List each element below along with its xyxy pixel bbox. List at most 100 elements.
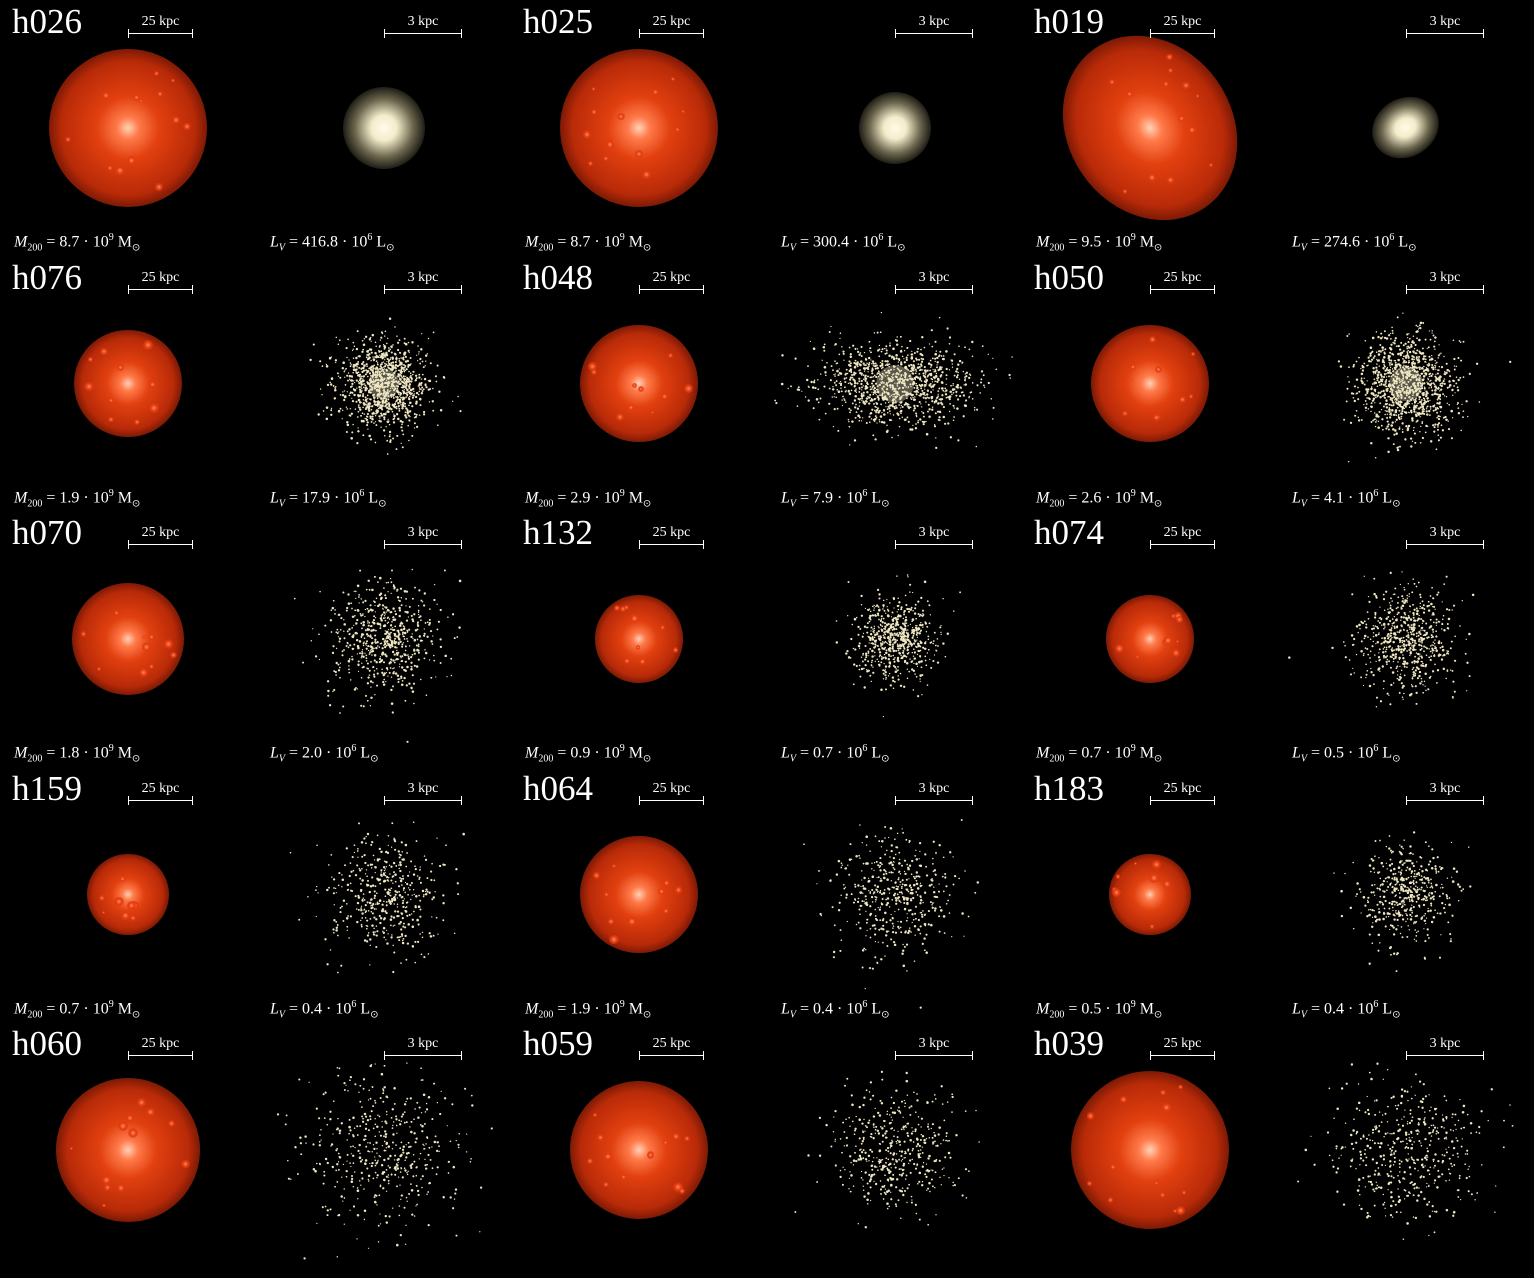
star-particle bbox=[926, 368, 929, 372]
star-particle bbox=[439, 645, 443, 649]
star-particle bbox=[875, 605, 877, 608]
star-particle bbox=[890, 418, 893, 421]
star-particle bbox=[398, 377, 401, 380]
star-particle bbox=[892, 395, 894, 397]
star-particle bbox=[1419, 381, 1421, 383]
star-particle bbox=[892, 649, 896, 653]
star-particle bbox=[905, 630, 907, 632]
star-particle bbox=[1434, 335, 1437, 339]
star-particle bbox=[900, 657, 903, 660]
star-particle bbox=[923, 375, 927, 378]
dark-matter-halo-image bbox=[595, 595, 683, 683]
star-particle bbox=[327, 689, 330, 693]
star-particle bbox=[910, 397, 912, 400]
star-particle bbox=[1395, 418, 1398, 421]
star-particle bbox=[370, 650, 374, 653]
star-particle bbox=[922, 357, 925, 360]
star-particle bbox=[919, 384, 921, 386]
star-particle bbox=[348, 413, 351, 416]
star-particle bbox=[1396, 401, 1400, 405]
star-particle bbox=[869, 411, 873, 414]
star-particle bbox=[1421, 622, 1424, 624]
star-particle bbox=[941, 370, 944, 374]
star-particle bbox=[410, 377, 413, 380]
star-particle bbox=[1375, 394, 1377, 397]
star-particle bbox=[1387, 428, 1390, 430]
dm-scale-bar: 25 kpc bbox=[128, 525, 193, 549]
star-particle bbox=[398, 614, 401, 618]
star-particle bbox=[877, 369, 880, 372]
scale-bar-line bbox=[895, 284, 973, 294]
subhalo-clump bbox=[1176, 616, 1183, 623]
star-particle bbox=[1443, 377, 1446, 380]
scale-bar-line bbox=[384, 540, 462, 549]
star-particle bbox=[1415, 324, 1418, 326]
star-particle bbox=[871, 636, 874, 638]
star-particle bbox=[369, 604, 372, 607]
star-particle bbox=[365, 644, 367, 646]
star-particle bbox=[322, 409, 325, 412]
star-particle bbox=[365, 647, 368, 650]
star-particle bbox=[417, 393, 420, 395]
star-particle bbox=[958, 359, 962, 362]
star-particle bbox=[882, 715, 884, 718]
star-particle bbox=[384, 395, 386, 397]
star-particle bbox=[1432, 631, 1435, 633]
star-particle bbox=[982, 373, 985, 376]
star-particle bbox=[919, 678, 921, 680]
star-particle bbox=[887, 381, 890, 383]
star-particle bbox=[898, 652, 902, 655]
subhalo-clump bbox=[171, 78, 176, 83]
subhalo-clump bbox=[582, 130, 592, 140]
star-particle bbox=[919, 613, 922, 616]
star-particle bbox=[869, 346, 872, 349]
star-particle bbox=[833, 395, 835, 397]
star-particle bbox=[938, 410, 942, 413]
star-particle bbox=[335, 661, 338, 665]
luminosity-value: 4.1 bbox=[1324, 488, 1345, 506]
star-particle bbox=[459, 409, 462, 412]
star-particle bbox=[1391, 420, 1394, 424]
star-particle bbox=[1413, 608, 1416, 611]
star-particle bbox=[887, 653, 891, 656]
star-particle bbox=[1406, 345, 1408, 348]
star-particle bbox=[379, 355, 383, 358]
star-particle bbox=[367, 649, 370, 652]
star-particle bbox=[409, 395, 411, 397]
star-particle bbox=[1385, 375, 1388, 378]
star-particle bbox=[392, 378, 395, 381]
star-particle bbox=[941, 393, 944, 396]
subhalo-clump bbox=[1172, 648, 1181, 657]
star-particle bbox=[932, 659, 935, 663]
star-particle bbox=[919, 417, 922, 421]
star-particle bbox=[1366, 396, 1368, 399]
star-particle bbox=[930, 395, 934, 398]
star-particle bbox=[413, 613, 416, 616]
star-particle bbox=[401, 406, 404, 410]
star-particle bbox=[861, 397, 864, 400]
star-particle bbox=[400, 386, 403, 388]
star-particle bbox=[402, 627, 406, 631]
star-particle bbox=[343, 637, 346, 640]
star-particle bbox=[391, 641, 394, 645]
star-particle bbox=[338, 640, 341, 643]
star-particle bbox=[874, 643, 877, 646]
star-particle bbox=[1388, 694, 1390, 696]
star-particle bbox=[898, 644, 901, 647]
star-particle bbox=[330, 407, 333, 409]
star-particle bbox=[809, 340, 811, 342]
star-particle bbox=[411, 633, 413, 635]
star-particle bbox=[331, 376, 333, 379]
star-particle bbox=[401, 366, 405, 369]
star-particle bbox=[894, 381, 896, 384]
star-particle bbox=[367, 635, 369, 638]
star-particle bbox=[937, 393, 939, 395]
star-particle bbox=[1386, 416, 1389, 419]
star-particle bbox=[339, 628, 342, 631]
star-particle bbox=[388, 410, 390, 412]
star-particle bbox=[797, 385, 800, 388]
star-particle bbox=[1423, 386, 1426, 389]
star-particle bbox=[359, 388, 362, 391]
star-particle bbox=[883, 347, 886, 349]
star-particle bbox=[890, 394, 893, 396]
